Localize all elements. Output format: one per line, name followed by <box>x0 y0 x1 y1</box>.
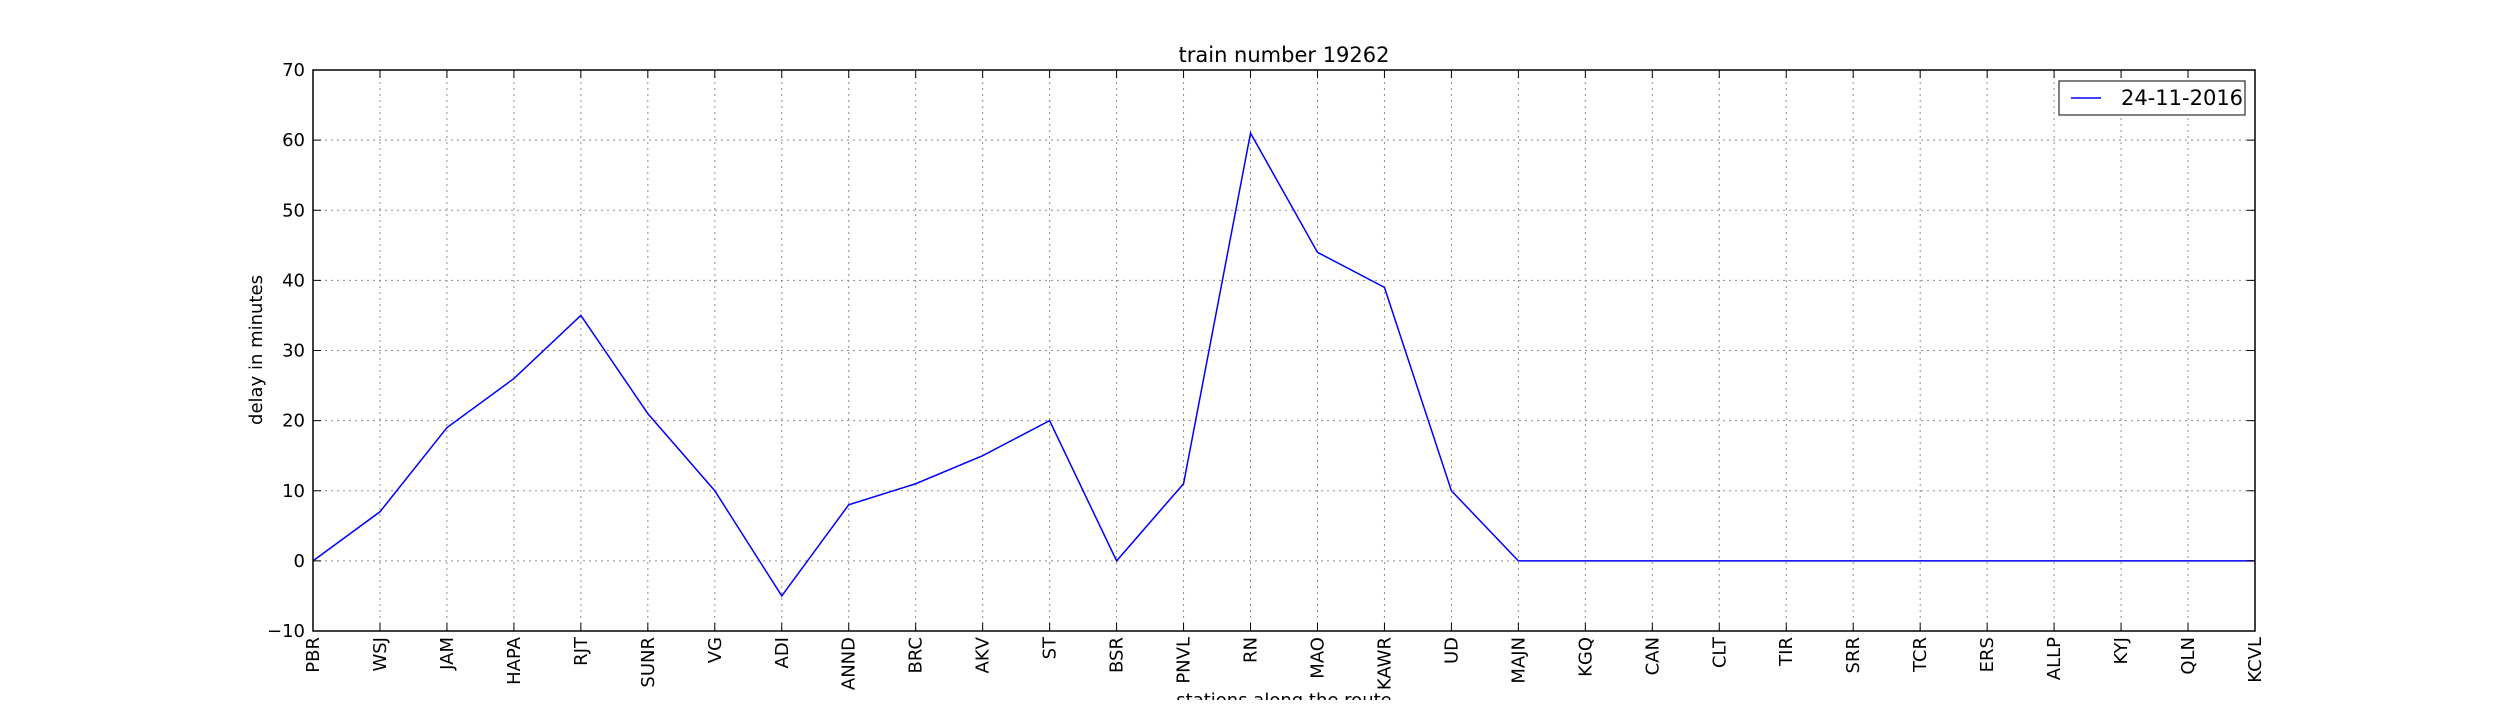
x-tick-label: JAM <box>437 637 458 671</box>
series-layer <box>312 130 2255 598</box>
x-tick-label: TIR <box>1776 637 1797 667</box>
y-tick-label: 10 <box>282 481 305 502</box>
series-line <box>312 130 2255 598</box>
legend: 24-11-2016 <box>2058 80 2246 116</box>
y-tick-label: 70 <box>282 60 305 81</box>
legend-label: 24-11-2016 <box>2121 86 2243 110</box>
x-axis-label: stations along the route <box>1176 690 1391 700</box>
y-tick-label: −10 <box>267 621 305 642</box>
x-tick-label: CAN <box>1642 637 1663 675</box>
x-tick-label: ANND <box>839 637 860 690</box>
x-tick-label: BRC <box>906 637 927 674</box>
x-tick-label: ALLP <box>2044 637 2065 680</box>
y-tick-label: 40 <box>282 270 305 291</box>
y-tick-label: 30 <box>282 341 305 362</box>
x-tick-label: ERS <box>1977 637 1998 672</box>
x-tick-label: KCVL <box>2245 637 2266 683</box>
y-tick-label: 0 <box>294 551 305 572</box>
x-tick-label: KYJ <box>2111 637 2132 664</box>
x-tick-label: SUNR <box>638 637 659 688</box>
x-tick-label: RN <box>1241 637 1262 663</box>
x-tick-label: CLT <box>1709 636 1730 668</box>
x-tick-label: RJT <box>571 636 592 666</box>
x-tick-label: QLN <box>2178 637 2199 675</box>
x-tick-label: PBR <box>303 637 324 673</box>
y-tick-label: 20 <box>282 411 305 432</box>
x-tick-label: WSJ <box>370 637 391 672</box>
y-axis-label: delay in minutes <box>246 275 267 425</box>
y-axis: −10 0 10 20 30 40 50 60 70 <box>267 60 2255 642</box>
x-tick-label: KAWR <box>1374 637 1395 690</box>
chart-title: train number 19262 <box>1179 43 1390 67</box>
x-tick-label: MAJN <box>1508 637 1529 684</box>
x-tick-label: ADI <box>772 637 793 668</box>
x-tick-label: KGQ <box>1575 637 1596 677</box>
x-tick-label: MAO <box>1307 637 1328 679</box>
x-tick-label: ST <box>1040 636 1061 659</box>
y-tick-label: 60 <box>282 130 305 151</box>
x-axis: PBR WSJ JAM HAPA RJT SUNR VG ADI ANND BRC AKV ST BSR… <box>303 70 2266 690</box>
y-tick-label: 50 <box>282 200 305 221</box>
x-tick-label: TCR <box>1910 637 1931 673</box>
x-tick-label: BSR <box>1107 637 1128 673</box>
x-tick-label: VG <box>705 637 726 663</box>
x-tick-label: PNVL <box>1174 637 1195 684</box>
x-tick-label: SRR <box>1843 637 1864 673</box>
x-tick-label: HAPA <box>504 636 525 685</box>
x-tick-label: UD <box>1441 637 1462 664</box>
x-tick-label: AKV <box>973 636 994 673</box>
